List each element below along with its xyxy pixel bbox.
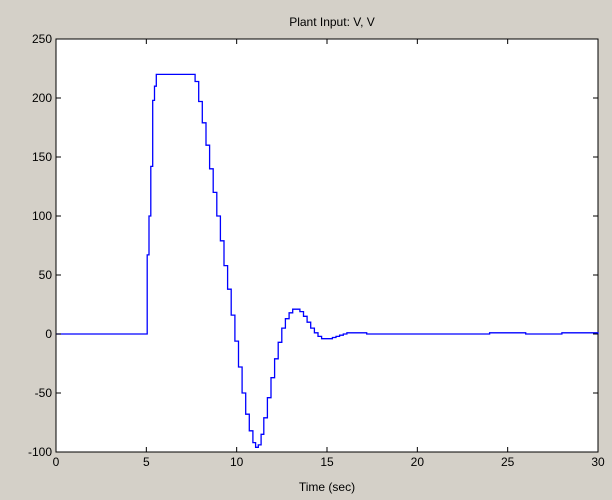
x-axis-label: Time (sec) bbox=[299, 480, 355, 494]
y-tick-label: 250 bbox=[32, 32, 52, 46]
y-tick-label: 50 bbox=[39, 268, 53, 282]
x-tick-label: 25 bbox=[501, 455, 515, 469]
y-tick-label: -100 bbox=[28, 445, 52, 459]
y-tick-label: 150 bbox=[32, 150, 52, 164]
y-tick-label: 200 bbox=[32, 91, 52, 105]
x-tick-label: 30 bbox=[591, 455, 605, 469]
plant-input-line bbox=[56, 73, 599, 448]
x-tick-label: 10 bbox=[230, 455, 244, 469]
x-tick-label: 20 bbox=[411, 455, 425, 469]
y-tick-label: 0 bbox=[45, 327, 52, 341]
y-tick-label: -50 bbox=[35, 386, 53, 400]
y-axis-ticks: -100 -50 0 50 100 150 200 250 bbox=[28, 32, 598, 459]
y-tick-label: 100 bbox=[32, 209, 52, 223]
x-tick-label: 5 bbox=[143, 455, 150, 469]
x-tick-label: 15 bbox=[320, 455, 334, 469]
plot-area bbox=[55, 38, 599, 453]
x-tick-label: 0 bbox=[53, 455, 60, 469]
x-axis-ticks: 0 5 10 15 20 25 30 bbox=[53, 39, 605, 469]
plot-title: Plant Input: V, V bbox=[289, 15, 375, 29]
